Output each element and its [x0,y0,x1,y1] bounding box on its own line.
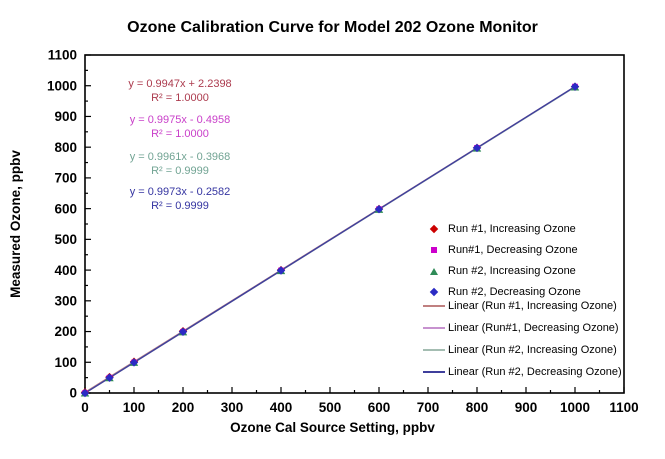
legend-item: Linear (Run #2, Decreasing Ozone) [423,362,622,383]
x-axis-tick-label: 600 [368,400,391,415]
legend-marker-key [423,224,445,234]
legend-marker-key [423,267,445,275]
legend-marker-key [423,247,445,253]
x-axis-tick-label: 1000 [560,400,590,415]
data-point-marker [472,143,482,153]
y-axis-tick-label: 700 [54,171,77,186]
y-axis-tick-label: 100 [54,355,77,370]
trendline-sample-icon [423,305,445,307]
y-axis-tick-label: 0 [69,386,77,401]
legend-item: Linear (Run #2, Increasing Ozone) [423,340,617,361]
trendline-equation: y = 0.9973x - 0.2582 R² = 0.9999 [110,186,250,213]
r-squared-text: R² = 0.9999 [151,199,209,212]
legend-item-label: Linear (Run#1, Decreasing Ozone) [448,322,619,334]
data-point-marker [80,388,90,398]
y-axis-tick-label: 400 [54,263,77,278]
square-marker-icon [431,247,437,253]
trendline-sample-icon [423,349,445,351]
x-axis-tick-label: 100 [123,400,146,415]
r-squared-text: R² = 1.0000 [151,91,209,104]
data-point-marker [105,373,114,382]
x-axis-tick-label: 400 [270,400,293,415]
y-axis-tick-label: 800 [54,140,77,155]
legend-item: Linear (Run #1, Increasing Ozone) [423,296,617,317]
y-axis-tick-label: 1000 [47,78,77,93]
legend-item-label: Run #2, Decreasing Ozone [448,286,581,298]
trendline-equation: y = 0.9961x - 0.3968 R² = 0.9999 [110,151,250,178]
x-axis-tick-label: 700 [417,400,440,415]
y-axis-tick-label: 500 [54,232,77,247]
legend-item-label: Run#1, Decreasing Ozone [448,244,578,256]
y-axis-title: Measured Ozone, ppbv [8,150,23,298]
legend-line-key [423,305,445,307]
y-axis-tick-label: 200 [54,324,77,339]
x-axis-tick-label: 1100 [609,400,638,415]
legend-line-key [423,327,445,329]
r-squared-text: R² = 1.0000 [151,127,209,140]
trendline-sample-icon [423,327,445,329]
x-axis-title: Ozone Cal Source Setting, ppbv [230,420,435,435]
equation-text: y = 0.9975x - 0.4958 [129,114,231,126]
legend-item-label: Run #2, Increasing Ozone [448,265,576,277]
r-squared-text: R² = 0.9999 [151,164,209,177]
legend-item: Run#1, Decreasing Ozone [423,240,578,261]
y-axis-tick-label: 1100 [48,48,77,63]
legend-item: Run #2, Decreasing Ozone [423,282,581,303]
equation-text: y = 0.9947x + 2.2398 [128,78,232,90]
trendline [84,86,576,394]
legend-item: Linear (Run#1, Decreasing Ozone) [423,318,619,339]
data-point-marker [276,266,286,275]
x-axis-tick-label: 0 [81,400,89,415]
x-axis-tick-label: 500 [319,400,342,415]
legend-item: Run #1, Increasing Ozone [423,219,576,240]
legend-item: Run #2, Increasing Ozone [423,261,576,282]
data-point-marker [374,205,384,214]
trendline-equation: y = 0.9975x - 0.4958 R² = 1.0000 [110,114,250,141]
data-point-marker [570,82,580,91]
y-axis-tick-label: 900 [54,109,77,124]
legend-item-label: Linear (Run #2, Increasing Ozone) [448,344,617,356]
equation-text: y = 0.9961x - 0.3968 [129,151,231,163]
chart-title: Ozone Calibration Curve for Model 202 Oz… [127,19,538,36]
y-axis-tick-label: 600 [54,201,77,216]
legend-item-label: Run #1, Increasing Ozone [448,223,576,235]
data-point-marker [129,358,139,367]
legend-line-key [423,371,445,373]
diamond-marker-icon [429,224,439,234]
y-axis-tick-label: 300 [54,294,77,309]
x-axis-tick-label: 800 [466,400,489,415]
equation-text: y = 0.9973x - 0.2582 [129,186,231,198]
legend-item-label: Linear (Run #1, Increasing Ozone) [448,300,617,312]
data-point-marker [178,327,188,336]
x-axis-tick-label: 900 [515,400,538,415]
trendline-sample-icon [423,371,445,373]
legend-item-label: Linear (Run #2, Decreasing Ozone) [448,366,622,378]
triangle-marker-icon [430,267,438,275]
trendline-equation: y = 0.9947x + 2.2398 R² = 1.0000 [110,78,250,105]
legend-line-key [423,349,445,351]
legend-marker-key [423,287,445,297]
x-axis-tick-label: 200 [172,400,195,415]
x-axis-tick-label: 300 [221,400,244,415]
